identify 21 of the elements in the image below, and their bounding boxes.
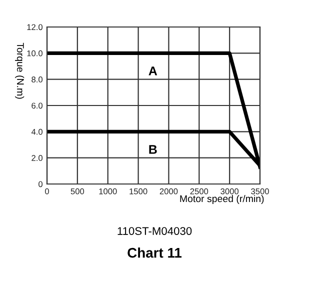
x-tick-label: 3000 <box>220 188 239 194</box>
text: 110ST-M04030 <box>118 227 192 235</box>
y-tick-label: 10.0 <box>27 50 43 56</box>
x-tick-label: 1000 <box>99 188 117 194</box>
y-tick-label: 6.0 <box>32 102 43 109</box>
x-tick-label: 3500 <box>251 188 269 194</box>
x-tick-label: 2500 <box>190 188 208 194</box>
series-label: A <box>148 66 158 76</box>
series-label: B <box>149 145 157 154</box>
x-tick-label: 2000 <box>160 188 178 194</box>
x-tick-label: 1500 <box>130 188 148 194</box>
y-tick-label: 8.0 <box>32 76 43 82</box>
x-tick-label: 0 <box>45 188 49 194</box>
x-tick-label: 500 <box>70 188 84 194</box>
y-tick-label: 4.0 <box>31 128 43 135</box>
text: Chart 11 <box>128 248 182 258</box>
y-tick-label: 0 <box>38 181 43 188</box>
y-axis-title: Torque (N.m) <box>15 42 24 99</box>
y-tick-label: 2.0 <box>32 155 43 161</box>
x-axis-title: Motor speed (r/min) <box>180 194 264 204</box>
y-tick-label: 12.0 <box>27 24 43 30</box>
